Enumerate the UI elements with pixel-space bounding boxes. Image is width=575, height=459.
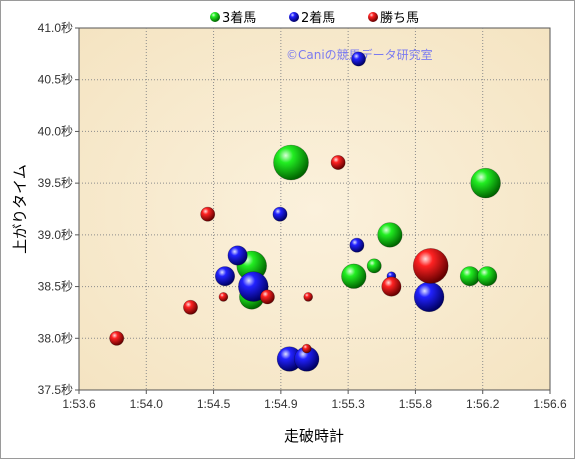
y-tick-label: 40.5秒 xyxy=(38,73,73,87)
point-winner xyxy=(303,292,314,302)
gridlines xyxy=(75,27,551,394)
y-tick-label: 38.5秒 xyxy=(38,280,73,294)
y-tick-label: 39.5秒 xyxy=(38,176,73,190)
x-tick-label: 1:56.2 xyxy=(466,397,500,411)
point-winner xyxy=(200,206,216,222)
point-2nd-place xyxy=(349,237,365,253)
point-3rd-place xyxy=(470,167,501,199)
x-tick-label: 1:54.9 xyxy=(264,397,298,411)
y-tick-label: 40.0秒 xyxy=(38,124,73,138)
point-winner xyxy=(330,155,346,170)
x-tick-label: 1:55.8 xyxy=(399,397,433,411)
y-tick-label: 37.5秒 xyxy=(38,383,73,397)
point-2nd-place xyxy=(215,266,236,287)
x-tick-label: 1:56.6 xyxy=(533,397,567,411)
y-tick-label: 38.0秒 xyxy=(38,331,73,345)
y-axis-title: 上がりタイム xyxy=(11,164,29,254)
point-2nd-place xyxy=(272,206,288,222)
x-tick-label: 1:53.6 xyxy=(62,397,96,411)
point-3rd-place xyxy=(273,144,309,181)
legend-marker-red xyxy=(368,12,378,22)
data-points xyxy=(109,51,501,372)
y-tick-label: 41.0秒 xyxy=(38,21,73,35)
point-3rd-place xyxy=(477,266,498,287)
point-winner xyxy=(109,330,125,346)
legend-marker-blue xyxy=(289,12,299,22)
x-tick-label: 1:55.3 xyxy=(331,397,365,411)
x-tick-label: 1:54.5 xyxy=(197,397,231,411)
y-tick-label: 39.0秒 xyxy=(38,228,73,242)
legend-marker-green xyxy=(210,12,220,22)
point-winner xyxy=(381,276,402,297)
point-3rd-place xyxy=(341,263,367,289)
x-tick-label: 1:54.0 xyxy=(130,397,164,411)
x-axis-title: 走破時計 xyxy=(284,427,344,445)
point-winner xyxy=(218,292,229,302)
legend-label-3rd: 3着馬 xyxy=(222,10,256,26)
point-2nd-place xyxy=(413,281,445,313)
point-winner xyxy=(183,299,198,315)
point-2nd-place xyxy=(238,271,269,302)
legend-label-2nd: 2着馬 xyxy=(301,10,335,26)
tick-labels: 1:53.6 1:54.0 1:54.5 1:54.9 1:55.3 1:55.8 1:56… xyxy=(38,21,567,411)
point-3rd-place xyxy=(366,258,382,274)
point-winner xyxy=(412,248,449,284)
plot-area xyxy=(78,27,551,391)
point-3rd-place xyxy=(459,266,480,287)
legend-label-winner: 勝ち馬 xyxy=(380,11,419,26)
point-3rd-place xyxy=(377,222,403,248)
point-2nd-place xyxy=(351,51,366,67)
point-winner xyxy=(301,343,312,354)
point-2nd-place xyxy=(227,245,248,266)
legend: 3着馬 2着馬 勝ち馬 xyxy=(210,10,419,26)
point-winner xyxy=(259,289,275,305)
